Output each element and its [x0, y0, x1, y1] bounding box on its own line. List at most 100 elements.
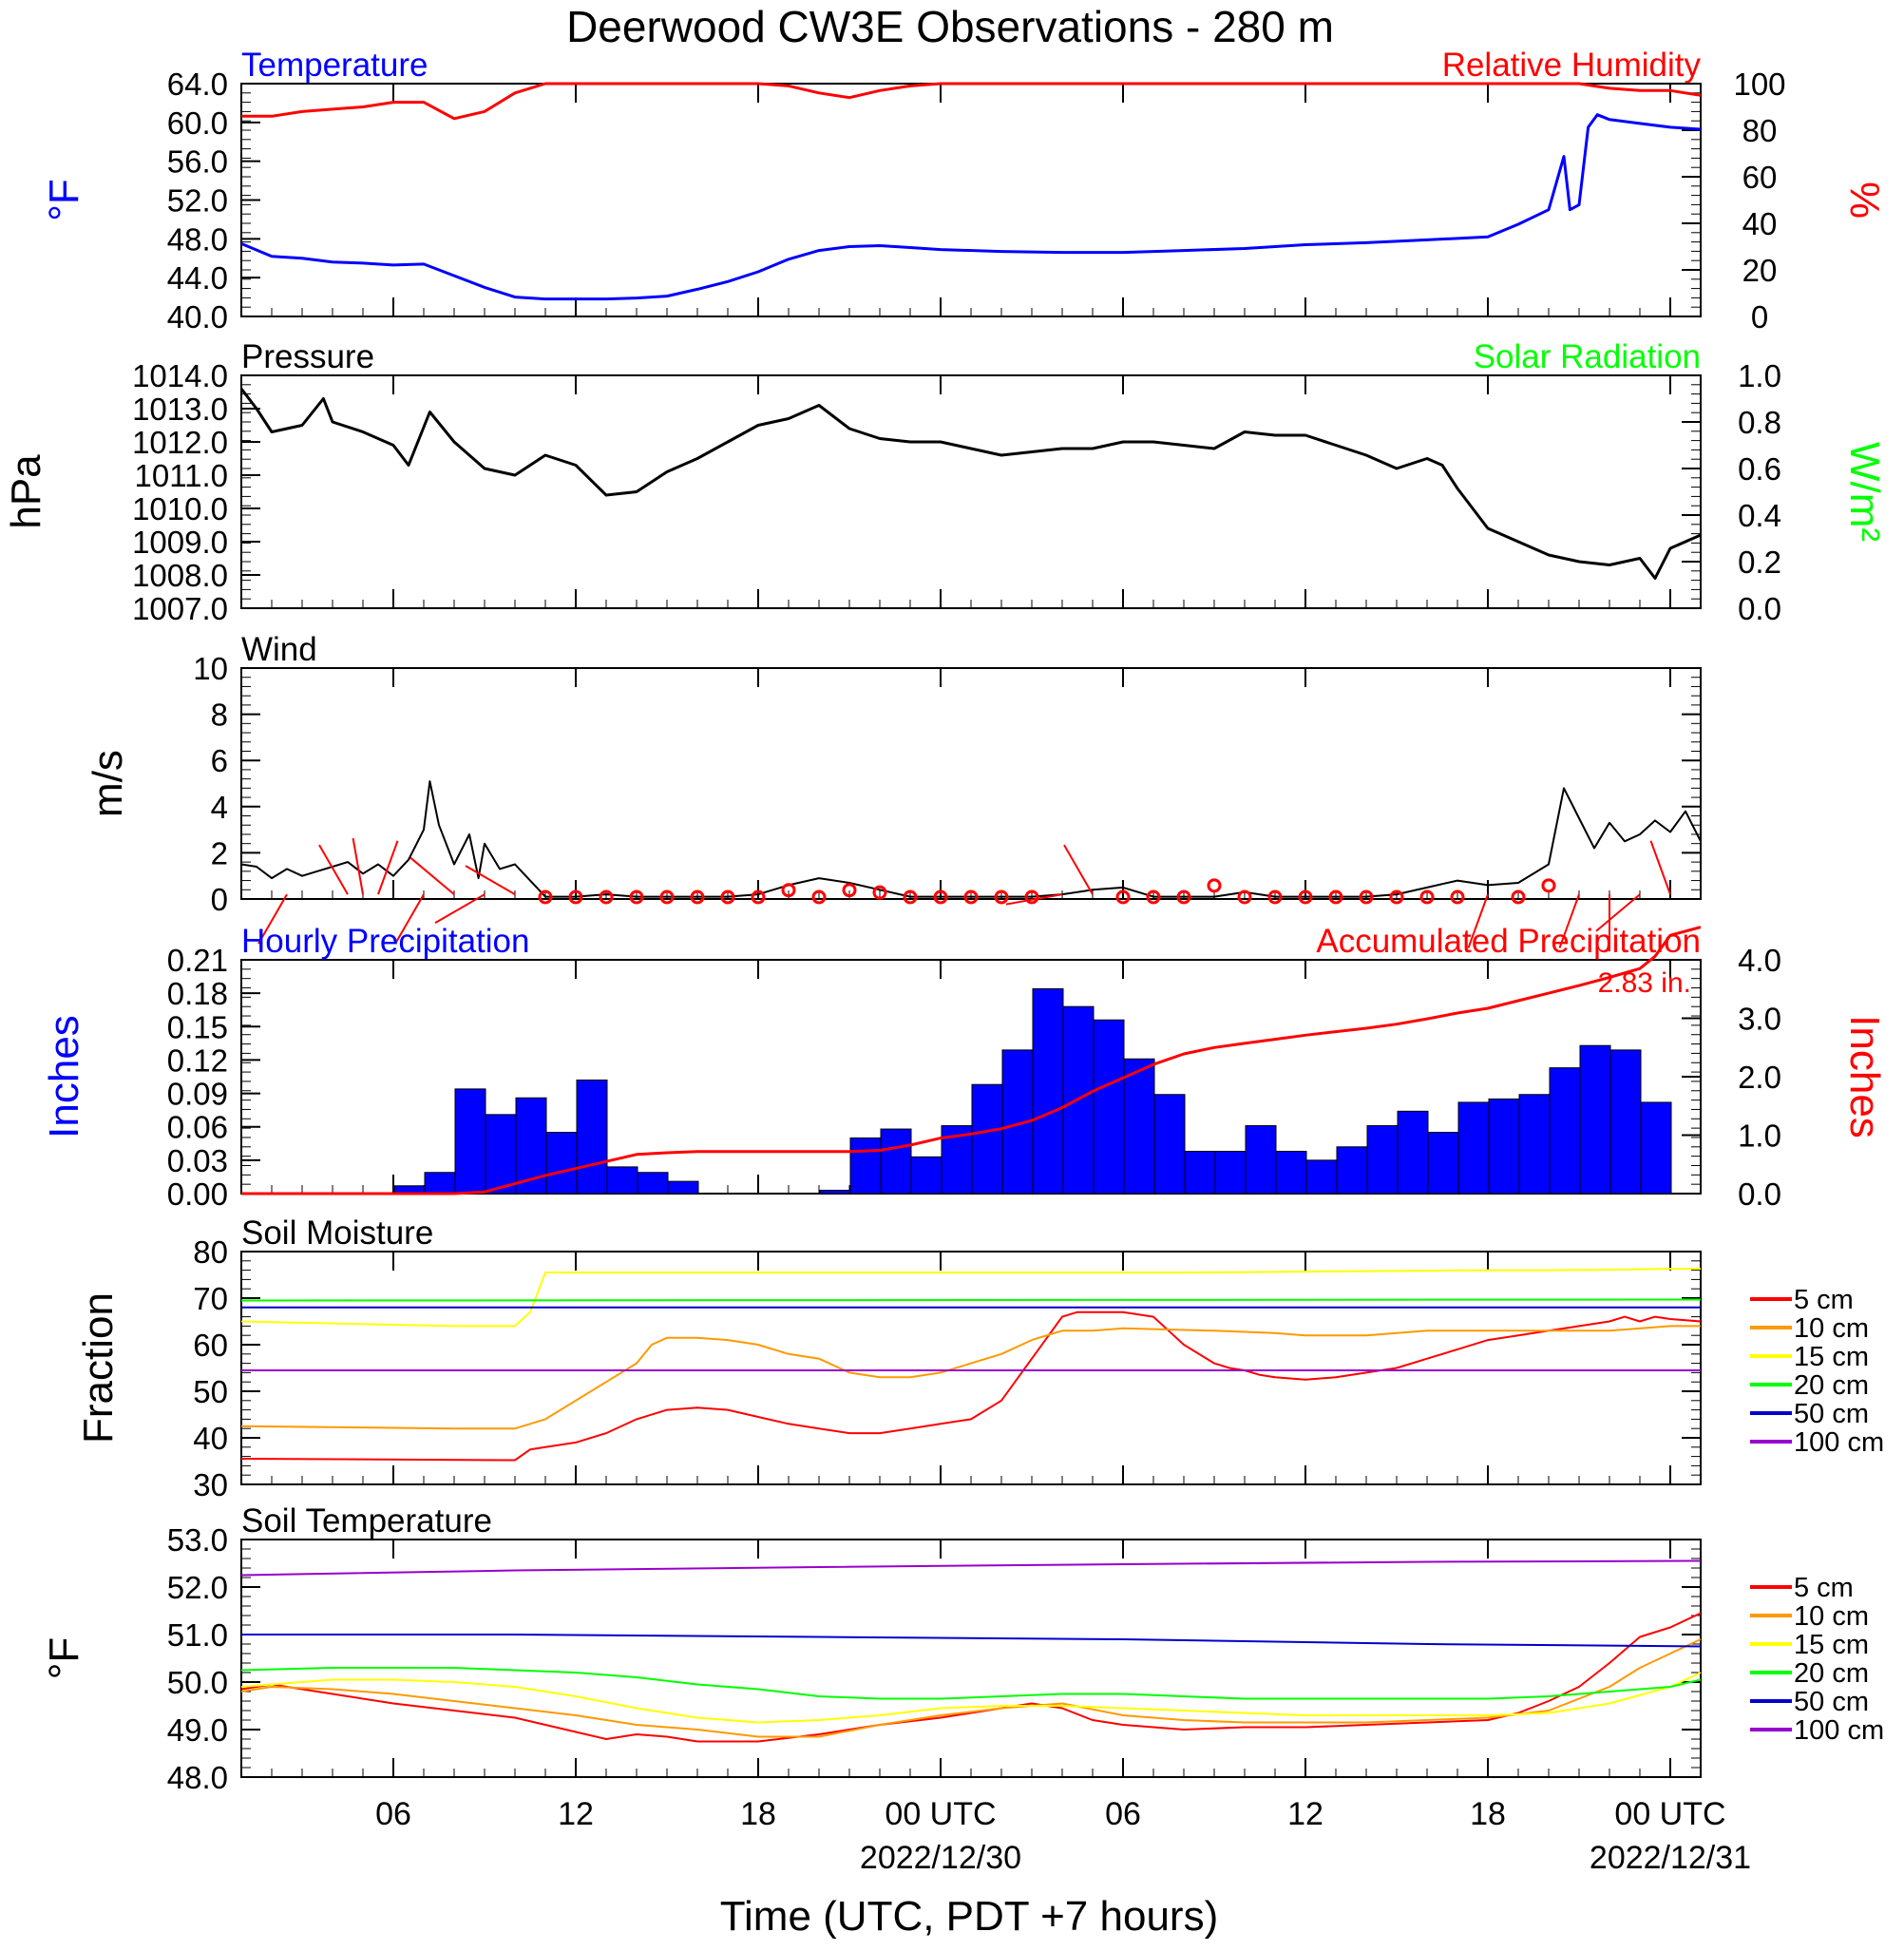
y-tick-label: 0.21	[167, 943, 228, 978]
y-tick-label-right: 0.0	[1738, 591, 1781, 626]
y-axis-label-left: °F	[41, 1637, 87, 1679]
precip-bar	[971, 1083, 1003, 1195]
wind-barb	[1005, 893, 1063, 906]
legend-label: 10 cm	[1794, 1601, 1869, 1632]
panel-pressure: 1007.01008.01009.01010.01011.01012.01013…	[3, 338, 1888, 626]
y-tick-label: 60	[193, 1328, 228, 1363]
precip-bar	[606, 1166, 638, 1195]
panel-title-left: Wind	[241, 631, 317, 668]
series-line-5-cm	[240, 1310, 1702, 1462]
wind-barb	[257, 893, 288, 945]
wind-calm-circle	[599, 889, 614, 905]
y-tick-label: 50	[193, 1374, 228, 1409]
precip-bar	[1245, 1125, 1277, 1195]
precip-bar	[1518, 1094, 1551, 1195]
precip-bar	[1427, 1132, 1459, 1195]
precip-bar	[1549, 1067, 1581, 1195]
y-tick-label-right: 20	[1742, 253, 1778, 288]
wind-calm-circle	[1024, 889, 1039, 905]
figure-title: Deerwood CW3E Observations - 280 m	[566, 2, 1334, 51]
precip-bar	[1032, 987, 1064, 1195]
y-tick-label: 64.0	[167, 67, 228, 102]
panel-temperature-rh: 40.044.048.052.056.060.064.0 0 20 40 60 80 100…	[41, 47, 1888, 335]
y-tick-label: 70	[193, 1281, 228, 1316]
y-tick-label-right: 2.0	[1738, 1060, 1781, 1095]
y-tick-label: 52.0	[167, 183, 228, 219]
precip-bar	[454, 1088, 486, 1195]
panel-soil-moisture: 30 40 50 60 70 80 Soil Moisture Fraction 5 cm10 …	[75, 1215, 1884, 1502]
x-tick-date-label: 2022/12/30	[860, 1840, 1021, 1876]
precip-bar	[1184, 1150, 1216, 1195]
x-tick-label: 00 UTC	[1614, 1796, 1725, 1832]
y-tick-label-right: 0.0	[1738, 1176, 1781, 1212]
precip-bar	[424, 1172, 456, 1195]
y-tick-label: 0.18	[167, 976, 228, 1011]
y-tick-label: 1009.0	[132, 525, 228, 560]
panel-title-left: Pressure	[241, 338, 374, 375]
y-tick-label: 40	[193, 1421, 228, 1456]
wind-calm-circle	[1146, 889, 1161, 905]
wind-calm-circle	[781, 883, 796, 898]
wind-calm-circle	[1115, 889, 1131, 905]
x-tick-date-label: 2022/12/31	[1590, 1840, 1751, 1876]
wind-calm-circle	[1328, 889, 1343, 905]
wind-calm-circle	[811, 889, 827, 905]
wind-barb	[409, 856, 455, 895]
wind-calm-circle	[994, 889, 1009, 905]
wind-barb	[1649, 840, 1671, 895]
wind-calm-circle	[933, 889, 948, 905]
precip-bar	[637, 1172, 669, 1195]
y-tick-label: 0	[211, 882, 228, 917]
wind-calm-circle	[1450, 889, 1465, 905]
series-line-temperature	[240, 113, 1702, 301]
series-line-10-cm	[240, 1638, 1702, 1738]
y-tick-label: 49.0	[167, 1712, 228, 1748]
series-line-5-cm	[240, 1612, 1702, 1743]
precip-total-label: 2.83 in.	[1598, 967, 1691, 999]
precip-bar	[1123, 1058, 1155, 1195]
panel-title-left: Hourly Precipitation	[241, 923, 529, 960]
wind-calm-circle	[842, 883, 857, 898]
wind-barb	[1467, 893, 1489, 948]
precip-bar	[1366, 1125, 1399, 1195]
x-tick-label: 06	[1105, 1796, 1141, 1832]
legend-label: 100 cm	[1794, 1715, 1884, 1746]
panel-title-right: Solar Radiation	[1474, 338, 1701, 375]
precip-bar	[910, 1156, 942, 1195]
plot-frame	[240, 1251, 1702, 1485]
y-tick-label: 0.12	[167, 1042, 228, 1078]
y-tick-label-right: 0	[1751, 299, 1768, 335]
y-tick-label: 48.0	[167, 1760, 228, 1795]
series-line-50-cm	[241, 1634, 1702, 1648]
y-axis-label-left: m/s	[85, 750, 131, 817]
y-tick-label: 56.0	[167, 144, 228, 180]
series-line-15-cm	[240, 1672, 1702, 1724]
wind-calm-circle	[629, 889, 644, 905]
x-tick-label: 12	[558, 1796, 594, 1832]
y-axis-label-right: W/m²	[1841, 442, 1888, 542]
wind-barb	[1063, 844, 1094, 895]
wind-calm-circle	[568, 889, 583, 905]
wind-calm-circle	[659, 889, 675, 905]
wind-calm-circle	[1389, 889, 1404, 905]
y-tick-label: 0.15	[167, 1009, 228, 1044]
panel-title-right: Accumulated Precipitation	[1316, 923, 1701, 960]
x-axis-title: Time (UTC, PDT +7 hours)	[720, 1893, 1218, 1940]
y-tick-label-right: 40	[1742, 206, 1778, 241]
y-axis-label-left: hPa	[3, 454, 49, 529]
y-tick-label-right: 4.0	[1738, 943, 1781, 978]
legend-label: 5 cm	[1794, 1285, 1854, 1315]
y-tick-label: 40.0	[167, 299, 228, 335]
precip-bar	[1153, 1094, 1186, 1195]
series-line-relative-humidity	[241, 82, 1702, 121]
y-tick-label: 2	[211, 835, 228, 870]
y-tick-label-right: 100	[1733, 67, 1785, 102]
precip-bar	[485, 1114, 517, 1195]
panel-title-left: Temperature	[241, 47, 428, 84]
wind-calm-circle	[963, 889, 979, 905]
legend-label: 50 cm	[1794, 1687, 1869, 1717]
wind-barb	[1595, 893, 1641, 932]
precip-bar	[1457, 1101, 1490, 1195]
y-tick-label: 51.0	[167, 1617, 228, 1653]
